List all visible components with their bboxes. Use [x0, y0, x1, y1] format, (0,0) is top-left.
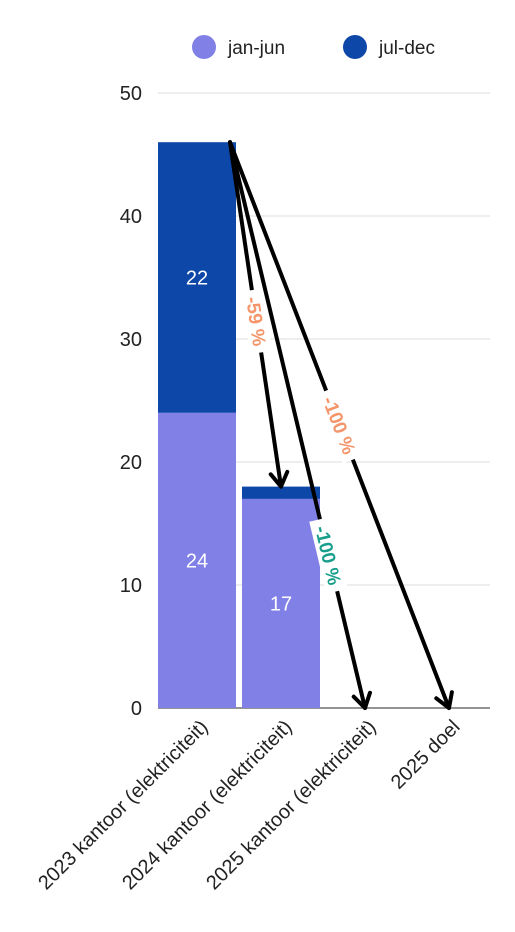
- y-tick-label: 40: [120, 206, 142, 228]
- legend: jan-jun jul-dec: [192, 35, 435, 59]
- bar-jul-dec-0: [158, 142, 236, 413]
- bars: [158, 142, 320, 708]
- bar-jan-jun-1: [242, 498, 320, 708]
- annotation-label-bg: [315, 386, 364, 464]
- x-category-label: 2025 doel: [387, 716, 465, 794]
- y-tick-label: 20: [120, 452, 142, 474]
- annotation-label-bg: [241, 288, 273, 355]
- annotation-arrow: -59 %: [228, 140, 290, 489]
- annotation-label-group: -100 %: [315, 386, 364, 464]
- data-labels: 24 22 17: [186, 268, 292, 616]
- bar-jan-jun-0: [158, 412, 236, 708]
- legend-label: jul-dec: [378, 38, 435, 59]
- annotation-label-bg: [309, 516, 348, 594]
- legend-label: jan-jun: [227, 38, 285, 59]
- bar-value-label: 24: [186, 550, 208, 572]
- x-axis-categories: 2023 kantoor (elektriciteit)2024 kantoor…: [34, 716, 464, 894]
- y-tick-label: 10: [120, 575, 142, 597]
- bar-value-label: 17: [270, 593, 292, 615]
- legend-swatch: [343, 35, 367, 59]
- x-category-label: 2023 kantoor (elektriciteit): [34, 716, 212, 894]
- y-tick-label: 0: [131, 698, 142, 720]
- arrow-shaft: [228, 140, 367, 710]
- arrow-head: [268, 469, 290, 489]
- bar-value-label: 22: [186, 268, 208, 290]
- y-axis-ticks: 0 10 20 30 40 50: [120, 83, 142, 720]
- annotation-label: -100 %: [317, 394, 358, 458]
- x-category-label: 2024 kantoor (elektriciteit): [118, 716, 296, 894]
- arrow-head: [351, 690, 372, 710]
- y-tick-label: 30: [120, 329, 142, 351]
- legend-swatch: [192, 35, 216, 59]
- y-tick-label: 50: [120, 83, 142, 105]
- arrow-head: [434, 690, 454, 710]
- x-category-label: 2025 kantoor (elektriciteit): [202, 716, 380, 894]
- bar-jul-dec-1: [242, 486, 320, 499]
